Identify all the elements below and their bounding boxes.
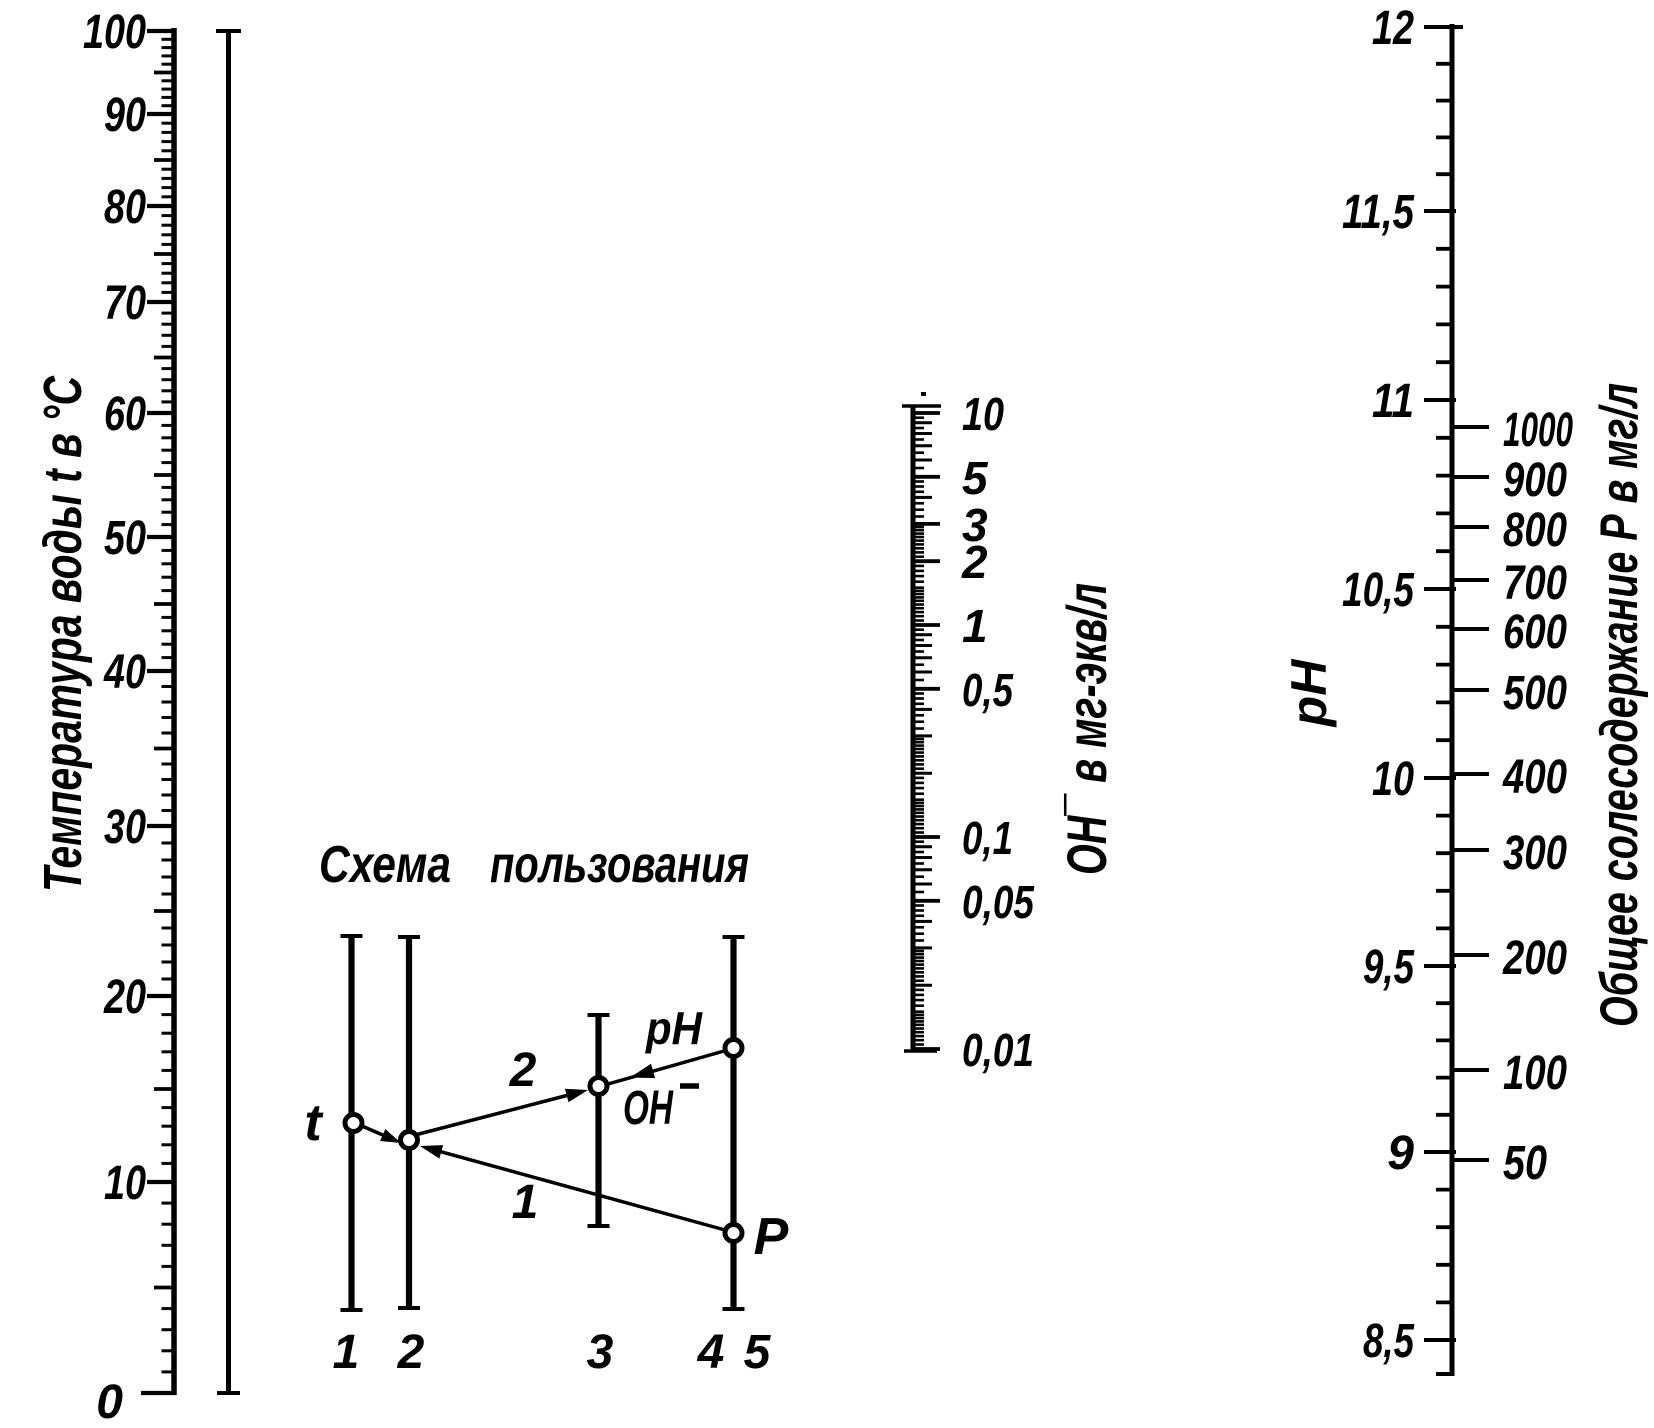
svg-text:10: 10 bbox=[104, 1157, 146, 1210]
svg-text:1: 1 bbox=[962, 600, 988, 652]
svg-text:50: 50 bbox=[1503, 1137, 1547, 1190]
svg-text:ОН: ОН bbox=[623, 1082, 674, 1135]
svg-text:t: t bbox=[304, 1094, 324, 1152]
svg-text:60: 60 bbox=[104, 388, 146, 441]
svg-text:0,01: 0,01 bbox=[962, 1024, 1034, 1076]
svg-text:3: 3 bbox=[587, 1326, 614, 1379]
svg-text:800: 800 bbox=[1503, 504, 1567, 557]
svg-text:2: 2 bbox=[509, 1044, 537, 1097]
svg-text:5: 5 bbox=[962, 452, 989, 504]
svg-text:40: 40 bbox=[103, 646, 146, 699]
svg-text:9,5: 9,5 bbox=[1363, 941, 1415, 994]
svg-text:900: 900 bbox=[1503, 454, 1567, 507]
svg-text:1000: 1000 bbox=[1503, 404, 1573, 457]
svg-text:рН: рН bbox=[1281, 659, 1337, 729]
svg-text:500: 500 bbox=[1503, 667, 1567, 720]
svg-text:1: 1 bbox=[333, 1326, 360, 1379]
svg-text:50: 50 bbox=[104, 512, 146, 565]
svg-text:0,1: 0,1 bbox=[962, 812, 1013, 864]
svg-text:4: 4 bbox=[697, 1326, 725, 1379]
svg-text:9: 9 bbox=[1387, 1127, 1414, 1180]
svg-text:пользования: пользования bbox=[490, 836, 749, 894]
svg-text:12: 12 bbox=[1372, 2, 1414, 55]
svg-text:600: 600 bbox=[1503, 606, 1567, 659]
svg-text:0,05: 0,05 bbox=[962, 876, 1035, 928]
svg-text:0: 0 bbox=[96, 1376, 123, 1423]
svg-text:200: 200 bbox=[1502, 932, 1567, 985]
svg-text:11: 11 bbox=[1372, 375, 1414, 428]
svg-text:3: 3 bbox=[962, 499, 988, 551]
svg-text:Р: Р bbox=[754, 1208, 789, 1266]
svg-text:10,5: 10,5 bbox=[1342, 564, 1415, 617]
svg-text:5: 5 bbox=[744, 1326, 772, 1379]
svg-text:90: 90 bbox=[104, 89, 146, 142]
svg-text:0,5: 0,5 bbox=[962, 664, 1014, 716]
svg-text:300: 300 bbox=[1503, 827, 1567, 880]
svg-text:20: 20 bbox=[103, 971, 146, 1024]
svg-text:700: 700 bbox=[1503, 557, 1567, 610]
svg-text:1: 1 bbox=[512, 1176, 539, 1229]
svg-text:Схема: Схема bbox=[319, 836, 451, 894]
svg-text:100: 100 bbox=[83, 6, 146, 59]
svg-text:2: 2 bbox=[961, 536, 988, 588]
svg-text:8,5: 8,5 bbox=[1363, 1315, 1415, 1368]
svg-text:Температура воды t в °С: Температура воды t в °С bbox=[33, 375, 93, 892]
svg-text:10: 10 bbox=[962, 388, 1004, 440]
svg-text:100: 100 bbox=[1503, 1047, 1567, 1100]
svg-text:70: 70 bbox=[104, 277, 146, 330]
svg-text:Общее солесодержание Р в мг/л: Общее солесодержание Р в мг/л bbox=[1590, 383, 1649, 1027]
svg-text:11,5: 11,5 bbox=[1342, 186, 1415, 239]
svg-text:ОН¯ в мг-экв/л: ОН¯ в мг-экв/л bbox=[1055, 583, 1118, 875]
svg-text:80: 80 bbox=[104, 181, 146, 234]
svg-text:рН: рН bbox=[644, 1002, 703, 1054]
svg-text:2: 2 bbox=[397, 1326, 425, 1379]
svg-text:30: 30 bbox=[104, 801, 146, 854]
svg-text:10: 10 bbox=[1372, 753, 1414, 806]
svg-text:400: 400 bbox=[1502, 751, 1567, 804]
